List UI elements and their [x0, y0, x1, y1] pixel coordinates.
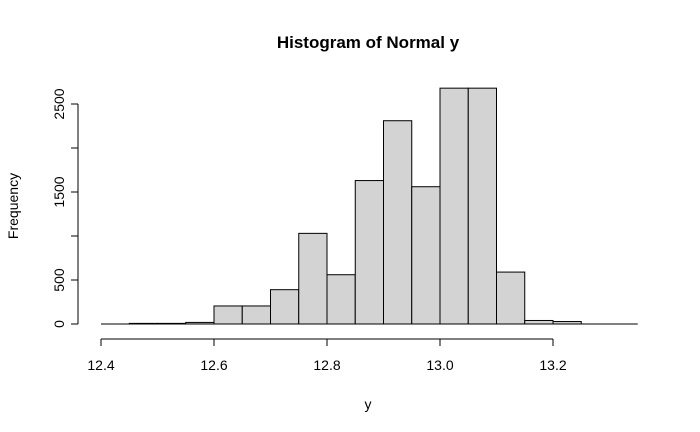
histogram-bar	[326, 274, 356, 325]
chart-title: Histogram of Normal y	[277, 33, 460, 52]
x-tick-label: 12.4	[87, 357, 114, 373]
y-tick-label: 2500	[51, 88, 67, 119]
histogram-bar	[298, 232, 328, 325]
y-axis-label: Frequency	[5, 173, 21, 239]
histogram-bar	[467, 87, 497, 325]
y-axis: 0 500 1500 2500	[51, 88, 79, 328]
x-axis-label: y	[365, 396, 372, 412]
x-tick-label: 13.2	[539, 357, 566, 373]
histogram-bar	[213, 305, 243, 325]
histogram-bar	[439, 87, 469, 325]
histogram-bar	[411, 186, 441, 325]
histogram-bar	[524, 319, 554, 325]
histogram-bar	[383, 120, 413, 325]
x-tick-label: 12.6	[200, 357, 227, 373]
y-tick-label: 1500	[51, 176, 67, 207]
histogram-bar	[496, 271, 526, 325]
y-tick-label: 0	[51, 320, 67, 328]
histogram-bar	[354, 180, 384, 325]
x-tick-label: 12.8	[313, 357, 340, 373]
y-tick-label: 500	[51, 268, 67, 292]
x-axis: 12.4 12.6 12.8 13.0 13.2	[87, 338, 567, 373]
histogram-bar	[270, 289, 300, 325]
histogram-bar	[241, 305, 271, 325]
x-tick-label: 13.0	[426, 357, 453, 373]
bars-group	[128, 87, 582, 325]
